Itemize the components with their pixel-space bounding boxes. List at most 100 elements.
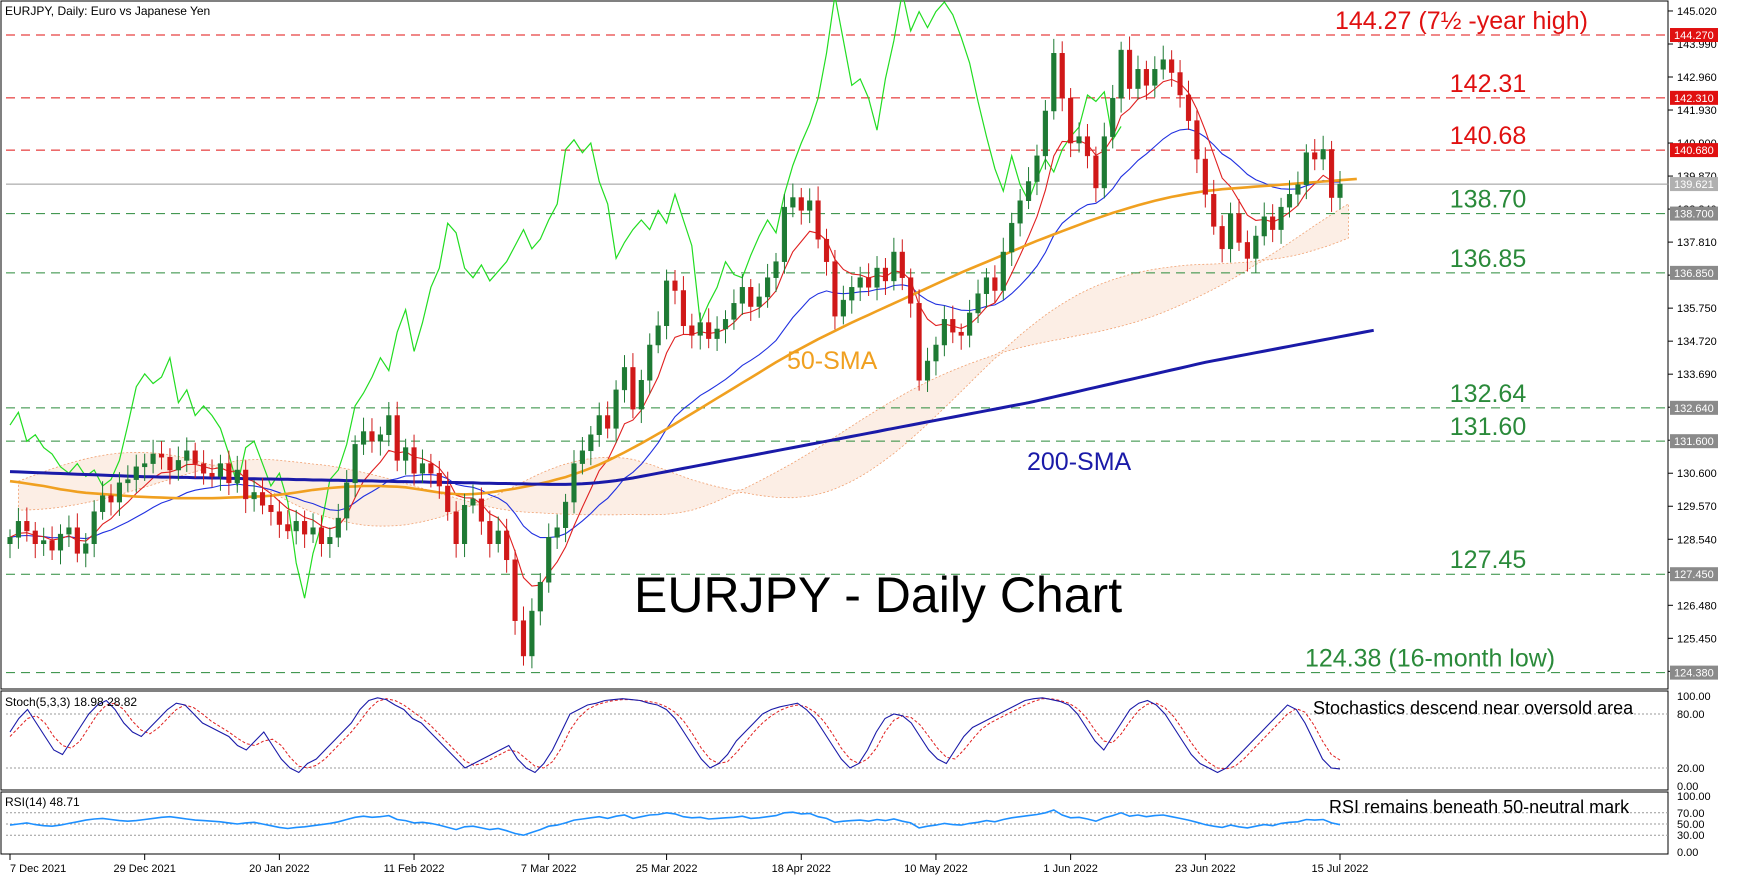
candle-body (1202, 158, 1208, 195)
stoch-panel-frame (0, 690, 1669, 791)
candle-body (512, 559, 518, 621)
candle-body (1320, 149, 1326, 160)
candle-body (630, 367, 636, 410)
date-label: 10 May 2022 (904, 863, 968, 875)
tenkan-line (9, 78, 1341, 587)
candle-body (251, 492, 257, 500)
candle-body (621, 367, 628, 391)
candle-body (445, 485, 451, 512)
candle-body (950, 319, 956, 333)
level-text-2: 140.68 (1450, 122, 1526, 150)
candle-body (1017, 200, 1023, 224)
candle-body (116, 482, 122, 503)
candle-body (1244, 242, 1250, 259)
candle-body (571, 463, 577, 503)
candle-body (428, 463, 434, 474)
date-label: 15 Jul 2022 (1312, 863, 1369, 875)
stoch-tick-label: 100.00 (1677, 691, 1711, 703)
candle-body (1278, 206, 1284, 230)
candle-body (714, 328, 720, 339)
candle-body (1286, 194, 1293, 208)
level-tag-box-4 (1670, 265, 1718, 280)
candle-body (100, 495, 106, 512)
candle-body (849, 287, 855, 301)
candle-body (756, 296, 762, 307)
candle-body (453, 511, 459, 544)
stoch-tick-label: 0.00 (1677, 781, 1698, 793)
candle-body (217, 463, 224, 477)
stoch-header: Stoch(5,3,3) 18.98 28.82 (5, 695, 137, 709)
candle-body (495, 530, 501, 544)
level-tag-box-8 (1670, 665, 1718, 680)
level-tag-box-6 (1670, 434, 1718, 449)
stoch-tick-label: 80.00 (1677, 709, 1705, 721)
level-tag-2: 140.680 (1674, 145, 1714, 157)
candle-body (807, 200, 813, 211)
level-text-4: 136.85 (1450, 245, 1526, 273)
rsi-tick-label: 50.00 (1677, 819, 1705, 831)
level-tag-box-7 (1670, 567, 1718, 582)
date-label: 11 Feb 2022 (384, 863, 445, 875)
candle-body (1236, 213, 1242, 243)
candle-body (1253, 235, 1259, 259)
candle-body (823, 238, 830, 262)
candle-body (234, 469, 240, 484)
candle-body (150, 453, 156, 464)
candle-body (697, 322, 703, 336)
candle-body (268, 505, 274, 512)
rsi-tick-label: 70.00 (1677, 808, 1705, 820)
level-lines: 144.27 (7½ -year high) 142.31 140.68 138.70… (6, 7, 1669, 674)
candle-body (1143, 69, 1149, 86)
level-tag-0: 144.270 (1674, 30, 1714, 42)
candle-body (1034, 155, 1040, 182)
candle-body (461, 505, 468, 544)
candle-body (588, 434, 594, 452)
candle-body (1312, 152, 1318, 160)
level-text-6: 131.60 (1450, 413, 1526, 441)
candle-body (916, 303, 922, 381)
candle-body (832, 261, 838, 317)
date-label: 20 Jan 2022 (249, 863, 310, 875)
level-text-7: 127.45 (1450, 546, 1526, 574)
candle-body (891, 251, 897, 282)
candle-body (739, 287, 745, 304)
level-tag-6: 131.600 (1674, 436, 1714, 448)
candle-body (638, 380, 644, 410)
candle-body (184, 450, 190, 461)
stochastic-panel: 100.00 80.00 20.00 0.00 (6, 691, 1711, 793)
candle-body (933, 344, 939, 362)
candle-body (478, 498, 484, 522)
candle-body (722, 319, 729, 330)
candle-body (57, 533, 64, 551)
candle-body (655, 325, 661, 346)
level-text-3: 138.70 (1450, 186, 1526, 214)
kijun-line (9, 128, 1341, 540)
candle-body (975, 293, 981, 314)
candle-body (1194, 120, 1200, 160)
candle-body (158, 453, 165, 458)
candle-body (344, 482, 350, 519)
candle-body (958, 331, 964, 336)
candle-body (520, 620, 527, 657)
candle-body (1093, 155, 1099, 189)
candle-body (74, 527, 80, 554)
candle-body (1160, 59, 1166, 70)
candle-body (899, 251, 905, 278)
candle-body (7, 537, 13, 544)
candle-body (647, 344, 653, 381)
candle-body (1270, 216, 1276, 230)
date-label: 1 Jun 2022 (1043, 863, 1097, 875)
date-label: 7 Mar 2022 (521, 863, 577, 875)
candle-body (1059, 53, 1065, 99)
current-price-tag: 139.621 (1674, 179, 1714, 191)
rsi-note: RSI remains beneath 50-neutral mark (1329, 797, 1630, 817)
candle-body (866, 277, 872, 288)
price-tick-label: 133.690 (1677, 369, 1717, 381)
candle-body (1042, 110, 1048, 157)
price-tick-label: 134.720 (1677, 336, 1717, 348)
candle-body (773, 261, 779, 278)
rsi-tick-label: 0.00 (1677, 847, 1698, 859)
candle-body (318, 527, 325, 544)
candle-body (66, 527, 72, 535)
